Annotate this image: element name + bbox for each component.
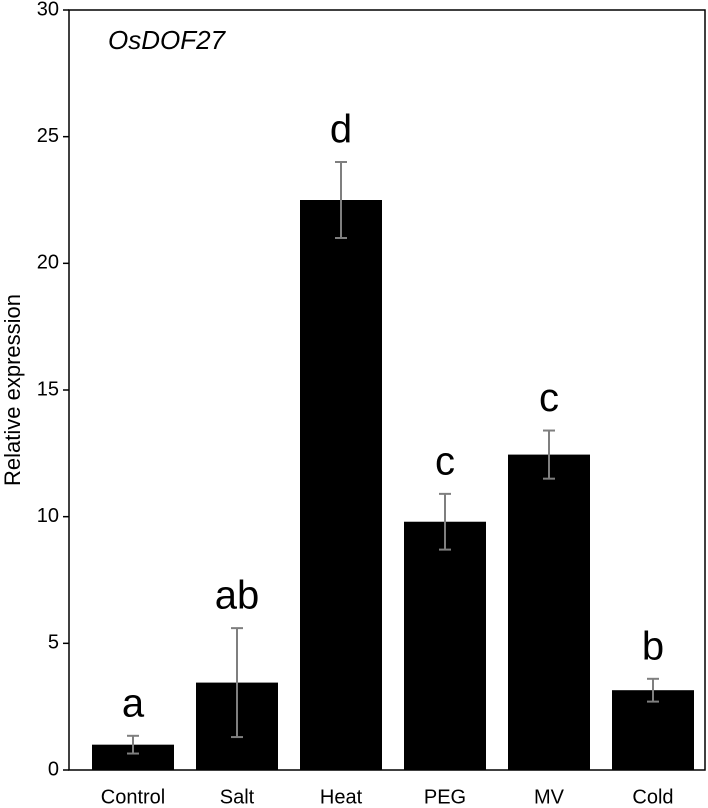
bar (404, 521, 486, 770)
y-tick-label: 0 (48, 758, 59, 780)
significance-letter: c (435, 439, 455, 483)
x-tick-label: Control (101, 786, 165, 808)
y-axis-label: Relative expression (0, 294, 25, 486)
significance-letter: a (122, 681, 145, 725)
error-bar (231, 627, 243, 739)
significance-letter: b (642, 624, 664, 668)
y-tick-label: 10 (37, 505, 59, 527)
x-tick-label: Salt (220, 786, 255, 808)
x-tick-label: PEG (424, 786, 466, 808)
bar (508, 454, 590, 770)
y-tick-label: 15 (37, 378, 59, 400)
error-bar (543, 429, 555, 480)
y-tick-label: 25 (37, 125, 59, 147)
annotation: OsDOF27 (108, 25, 227, 55)
y-tick-label: 30 (37, 0, 59, 20)
significance-letter: ab (215, 574, 260, 618)
significance-letter: c (539, 376, 559, 420)
x-tick-label: Cold (632, 786, 673, 808)
bar (300, 200, 382, 770)
bar (612, 690, 694, 770)
significance-letter: d (330, 108, 352, 152)
error-bar (335, 161, 347, 239)
error-bar (439, 492, 451, 551)
error-bar (647, 677, 659, 703)
error-bar (127, 734, 139, 755)
y-tick-label: 20 (37, 252, 59, 274)
x-tick-label: Heat (320, 786, 363, 808)
plot-frame (68, 9, 706, 771)
x-tick-label: MV (534, 786, 565, 808)
y-tick-label: 5 (48, 632, 59, 654)
